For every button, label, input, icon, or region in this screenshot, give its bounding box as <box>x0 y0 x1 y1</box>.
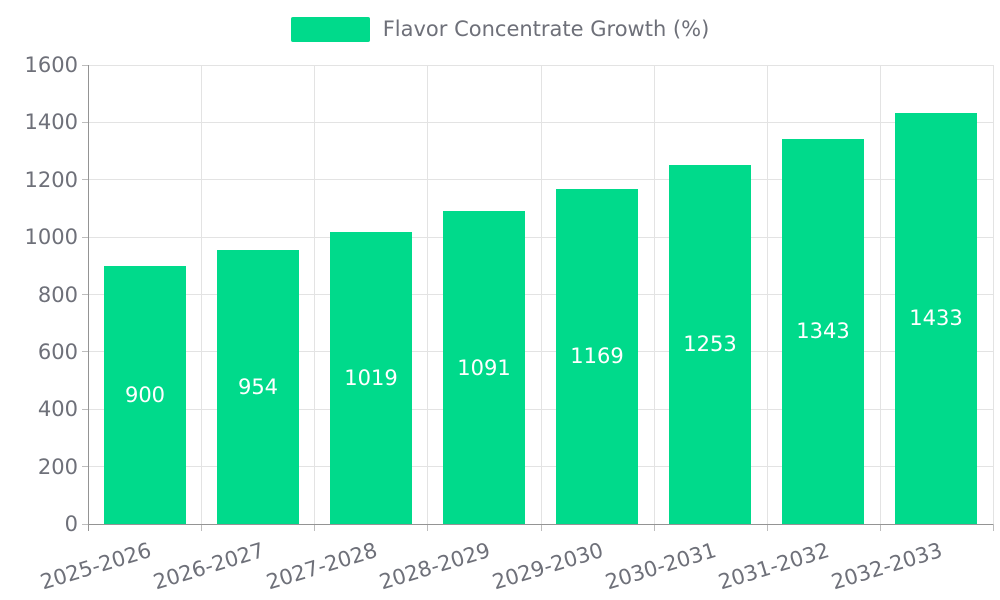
bar-2026-2027[interactable] <box>217 250 299 524</box>
x-axis-tick <box>766 524 768 531</box>
x-axis-tick <box>313 524 315 531</box>
bar-value-label: 1091 <box>457 355 511 380</box>
bar-value-label: 1019 <box>344 365 398 390</box>
y-axis-label: 0 <box>64 512 78 536</box>
plot-area: 0 200 400 600 800 1000 1200 1400 1600 900 2025-202… <box>25 53 994 594</box>
y-axis-tick <box>82 408 88 410</box>
x-axis-tick <box>200 524 202 531</box>
bar-2032-2033[interactable] <box>895 112 977 524</box>
y-axis-tick <box>82 179 88 181</box>
x-gridline <box>766 65 768 524</box>
bar-value-label: 1433 <box>909 306 963 331</box>
y-axis-tick <box>82 523 88 525</box>
bar-value-label: 1343 <box>796 319 850 344</box>
y-axis-tick <box>82 351 88 353</box>
bar-2030-2031[interactable] <box>669 164 751 524</box>
y-axis-line <box>88 65 89 531</box>
bar-2025-2026[interactable] <box>104 265 186 524</box>
legend-item[interactable]: Flavor Concentrate Growth (%) <box>0 17 1000 42</box>
x-axis-tick <box>426 524 428 531</box>
x-gridline <box>540 65 542 524</box>
y-axis-label: 800 <box>37 282 78 307</box>
bar-value-label: 1253 <box>683 332 737 357</box>
x-gridline <box>879 65 881 524</box>
bar-2027-2028[interactable] <box>330 231 412 524</box>
x-axis-line <box>88 524 993 525</box>
y-axis-tick <box>82 294 88 295</box>
bar-2031-2032[interactable] <box>782 138 864 524</box>
x-gridline <box>313 65 315 524</box>
y-axis-tick <box>82 121 88 123</box>
bar-value-label: 954 <box>237 375 279 400</box>
y-axis-tick <box>82 236 88 238</box>
y-axis-tick <box>82 64 88 66</box>
y-axis-label: 1400 <box>24 110 78 135</box>
x-gridline <box>200 65 202 524</box>
y-axis-label: 1600 <box>24 53 78 77</box>
x-axis-tick <box>992 524 994 531</box>
y-axis-label: 1200 <box>24 167 78 192</box>
x-axis-tick <box>653 524 655 531</box>
y-axis-tick <box>82 466 88 468</box>
y-axis-label: 200 <box>37 454 78 479</box>
y-axis-label: 400 <box>37 397 78 422</box>
x-gridline <box>653 65 655 524</box>
legend-label: Flavor Concentrate Growth (%) <box>382 17 710 41</box>
legend-swatch <box>290 17 370 42</box>
bar-2028-2029[interactable] <box>443 211 525 524</box>
bar-2029-2030[interactable] <box>556 188 638 524</box>
bar-value-label: 1169 <box>570 344 624 369</box>
x-axis-tick <box>879 524 881 531</box>
y-axis-label: 600 <box>37 339 78 364</box>
x-gridline <box>992 65 994 524</box>
x-axis-tick <box>540 524 542 531</box>
bar-value-label: 900 <box>124 382 166 407</box>
x-gridline <box>426 65 428 524</box>
y-axis-label: 1000 <box>24 225 78 250</box>
